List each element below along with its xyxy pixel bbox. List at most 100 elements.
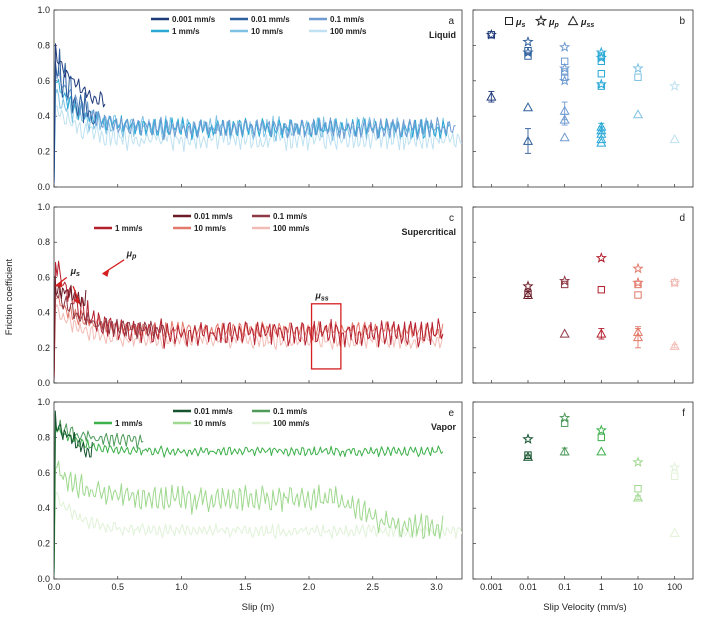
mu-p-marker <box>559 411 571 423</box>
mu-p-marker <box>559 41 571 52</box>
phase-label: Vapor <box>431 422 457 432</box>
mu-p-marker <box>595 78 607 90</box>
mu-ss-marker <box>632 332 644 342</box>
mu-s-marker <box>597 57 606 66</box>
legend-label: 100 mm/s <box>273 419 310 428</box>
mu-s-marker <box>560 280 569 289</box>
y-tick-label: 0.0 <box>37 182 50 192</box>
mu-ss-marker <box>596 125 607 135</box>
legend-label: 0.01 mm/s <box>194 407 233 416</box>
point-group-100 <box>669 80 681 144</box>
marker-legend: μs μp μss <box>505 14 594 29</box>
x-tick-label: 2.5 <box>366 582 379 592</box>
mu-s-marker <box>634 73 642 81</box>
legend: 0.01 mm/s 0.1 mm/s 1 mm/s 10 mm/s 100 mm/s <box>94 407 310 428</box>
point-group-100 <box>669 461 681 537</box>
mu-p-marker <box>669 276 681 288</box>
series-line-0-01-mm-s <box>54 48 97 184</box>
plot-frame <box>53 9 463 188</box>
highlight-box <box>310 303 342 370</box>
x-tick-label: 1.5 <box>239 582 252 592</box>
panel-a: 0.0 0.2 0.4 0.6 0.8 1.0 0.001 mm/s 0.01 mm/s 0.1… <box>37 5 463 192</box>
point-group-0p1 <box>559 41 571 142</box>
legend-label: 1 mm/s <box>172 27 200 36</box>
mu-s-marker <box>597 82 606 90</box>
panel-letter: d <box>679 213 685 224</box>
mu-s-marker <box>505 17 513 25</box>
mu-ss-marker <box>596 137 607 147</box>
y-tick-label: 0.4 <box>37 503 50 513</box>
panel-letter: a <box>448 16 454 27</box>
x-tick-label: 0.5 <box>111 582 124 592</box>
legend-label: 0.01 mm/s <box>194 212 233 221</box>
mu-p-marker <box>522 280 534 291</box>
y-tick-label: 0.8 <box>37 432 50 442</box>
point-group-0p01 <box>522 35 534 154</box>
point-group-0p001 <box>485 28 497 103</box>
mu-p-marker <box>522 433 534 444</box>
mu-s-marker <box>524 52 532 60</box>
legend-label: 0.1 mm/s <box>273 407 308 416</box>
mu-ss-marker <box>632 109 644 119</box>
plot-frame <box>472 206 694 384</box>
y-tick-label: 0.4 <box>37 111 50 121</box>
mu-s-marker <box>597 286 606 294</box>
series-line-1-mm-s <box>54 425 444 576</box>
legend: 0.001 mm/s 0.01 mm/s 0.1 mm/s 1 mm/s 10 mm/s… <box>151 15 367 36</box>
series-line-0-01-mm-s <box>54 410 93 576</box>
plot-frame <box>53 401 463 580</box>
panel-b: b μs μp μss <box>472 9 694 188</box>
mu-s-marker <box>634 291 642 299</box>
series-group <box>54 43 462 184</box>
mu-ss-marker <box>559 328 570 338</box>
x-tick-label: 2.0 <box>303 582 316 592</box>
legend-label: 0.1 mm/s <box>330 15 365 24</box>
mu-p-marker <box>559 274 571 286</box>
mu-s-marker <box>670 472 679 481</box>
legend: 0.01 mm/s 0.1 mm/s 1 mm/s 10 mm/s 100 mm/s <box>94 212 310 233</box>
panel-letter: e <box>448 408 454 419</box>
legend-mu-ss: μss <box>580 17 594 29</box>
x-axis-label-velocity: Slip Velocity (mm/s) <box>543 602 626 613</box>
mu-s-marker <box>634 280 642 289</box>
mu-ss-marker <box>559 114 570 124</box>
point-group-100 <box>669 276 681 350</box>
legend-label: 1 mm/s <box>115 224 143 233</box>
mu-p-marker <box>632 456 644 467</box>
y-tick-label: 0.0 <box>37 378 50 388</box>
annotation-mu-p: μp <box>126 248 137 260</box>
point-group-0p1 <box>559 411 571 456</box>
y-tick-label: 1.0 <box>37 5 50 15</box>
legend-label: 10 mm/s <box>194 224 227 233</box>
point-group-0p01 <box>522 280 534 299</box>
series-line-1-mm-s <box>54 260 444 380</box>
phase-label: Liquid <box>429 30 456 40</box>
plot-frame <box>472 9 694 188</box>
point-group-10 <box>632 62 644 119</box>
mu-p-marker <box>632 276 644 288</box>
y-axis-label: Friction coefficient <box>4 258 15 335</box>
y-tick-label: 0.8 <box>37 40 50 50</box>
series-line-10-mm-s <box>54 460 444 576</box>
legend-label: 100 mm/s <box>273 224 310 233</box>
mu-ss-marker <box>486 91 497 101</box>
mu-ss-marker <box>559 446 570 456</box>
mu-ss-marker <box>596 133 607 144</box>
mu-ss-marker <box>522 102 534 112</box>
series-line-0-1-mm-s <box>54 67 456 184</box>
point-group-10 <box>632 262 644 349</box>
mu-s-marker <box>597 433 606 442</box>
y-tick-label: 0.6 <box>37 272 50 282</box>
legend-label: 100 mm/s <box>330 27 367 36</box>
legend-label: 10 mm/s <box>194 419 227 428</box>
arrowhead-mu-p <box>102 268 110 277</box>
mu-p-marker <box>669 80 681 91</box>
x-tick-label: 0.001 <box>480 582 503 592</box>
mu-ss-marker <box>522 451 534 461</box>
mu-p-marker <box>559 74 571 86</box>
mu-p-marker <box>522 46 534 58</box>
mu-s-marker <box>597 70 606 78</box>
mu-ss-marker <box>596 128 607 138</box>
mu-p-marker <box>632 262 644 274</box>
